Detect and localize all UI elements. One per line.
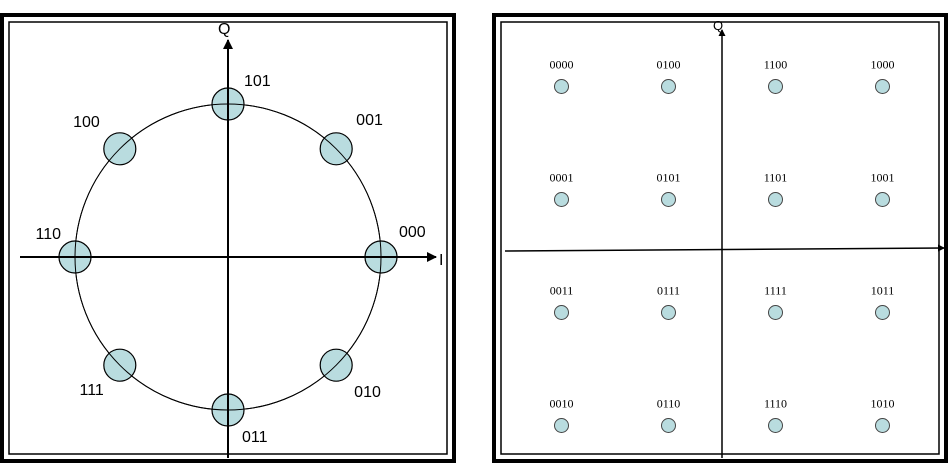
qam16-q-axis-label: Q (713, 18, 723, 33)
psk8-point-label: 110 (35, 226, 61, 243)
qam16-point-0000 (554, 79, 569, 94)
qam16-point-0100 (661, 79, 676, 94)
psk8-points: 000 001 101 100 110 111 011 010 (20, 48, 430, 458)
qam16-point-0111 (661, 305, 676, 320)
qam16-point-label: 0000 (550, 58, 574, 72)
psk8-point-label: 011 (242, 429, 268, 446)
qam16-point-label: 1101 (764, 171, 788, 185)
psk8-q-axis-label: Q (218, 21, 230, 38)
qam16-point-1001 (875, 192, 890, 207)
qam16-point-label: 0100 (657, 58, 681, 72)
psk8-frame-outer (0, 13, 456, 463)
qam16-point-0101 (661, 192, 676, 207)
qam16-point-0001 (554, 192, 569, 207)
qam16-point-1011 (875, 305, 890, 320)
psk8-point-label: 010 (354, 384, 381, 401)
qam16-frame-inner (500, 21, 940, 455)
qam16-point-1101 (768, 192, 783, 207)
qam16-point-0010 (554, 418, 569, 433)
qam16-frame-outer (492, 13, 948, 463)
qam16-point-label: 0111 (657, 284, 680, 298)
qam16-i-axis (504, 244, 945, 252)
qam16-point-label: 0011 (550, 284, 574, 298)
psk8-point-label: 001 (356, 112, 383, 129)
psk8-point-label: 101 (244, 73, 271, 90)
psk8-i-axis-label: I (439, 252, 443, 269)
qam16-point-1010 (875, 418, 890, 433)
qam16-point-label: 1110 (764, 397, 787, 411)
qam16-point-label: 0010 (550, 397, 574, 411)
qam16-point-label: 0110 (657, 397, 681, 411)
qam16-point-label: 1000 (871, 58, 895, 72)
qam16-point-label: 1010 (871, 397, 895, 411)
qam16-point-0011 (554, 305, 569, 320)
psk8-panel: I Q 000 001 101 100 110 111 011 010 (0, 13, 456, 463)
qam16-point-1100 (768, 79, 783, 94)
qam16-point-label: 0001 (550, 171, 574, 185)
psk8-point-label: 111 (79, 382, 103, 399)
qam16-point-label: 1001 (871, 171, 895, 185)
psk8-point-label: 100 (73, 114, 100, 131)
psk8-point-label: 000 (399, 224, 426, 241)
qam16-point-1000 (875, 79, 890, 94)
qam16-point-label: 1011 (871, 284, 895, 298)
qam16-point-label: 0101 (657, 171, 681, 185)
qam16-point-0110 (661, 418, 676, 433)
qam16-point-1110 (768, 418, 783, 433)
qam16-points: 0000 0100 1100 1000 0001 0101 1101 1001 0011 0111… (550, 58, 895, 433)
qam16-panel: Q 0000 0100 1100 1000 0001 0101 1101 1001 0011 01… (492, 13, 948, 463)
psk8-line-overlay (20, 48, 430, 458)
qam16-point-label: 1111 (764, 284, 787, 298)
qam16-point-label: 1100 (764, 58, 788, 72)
qam16-point-1111 (768, 305, 783, 320)
